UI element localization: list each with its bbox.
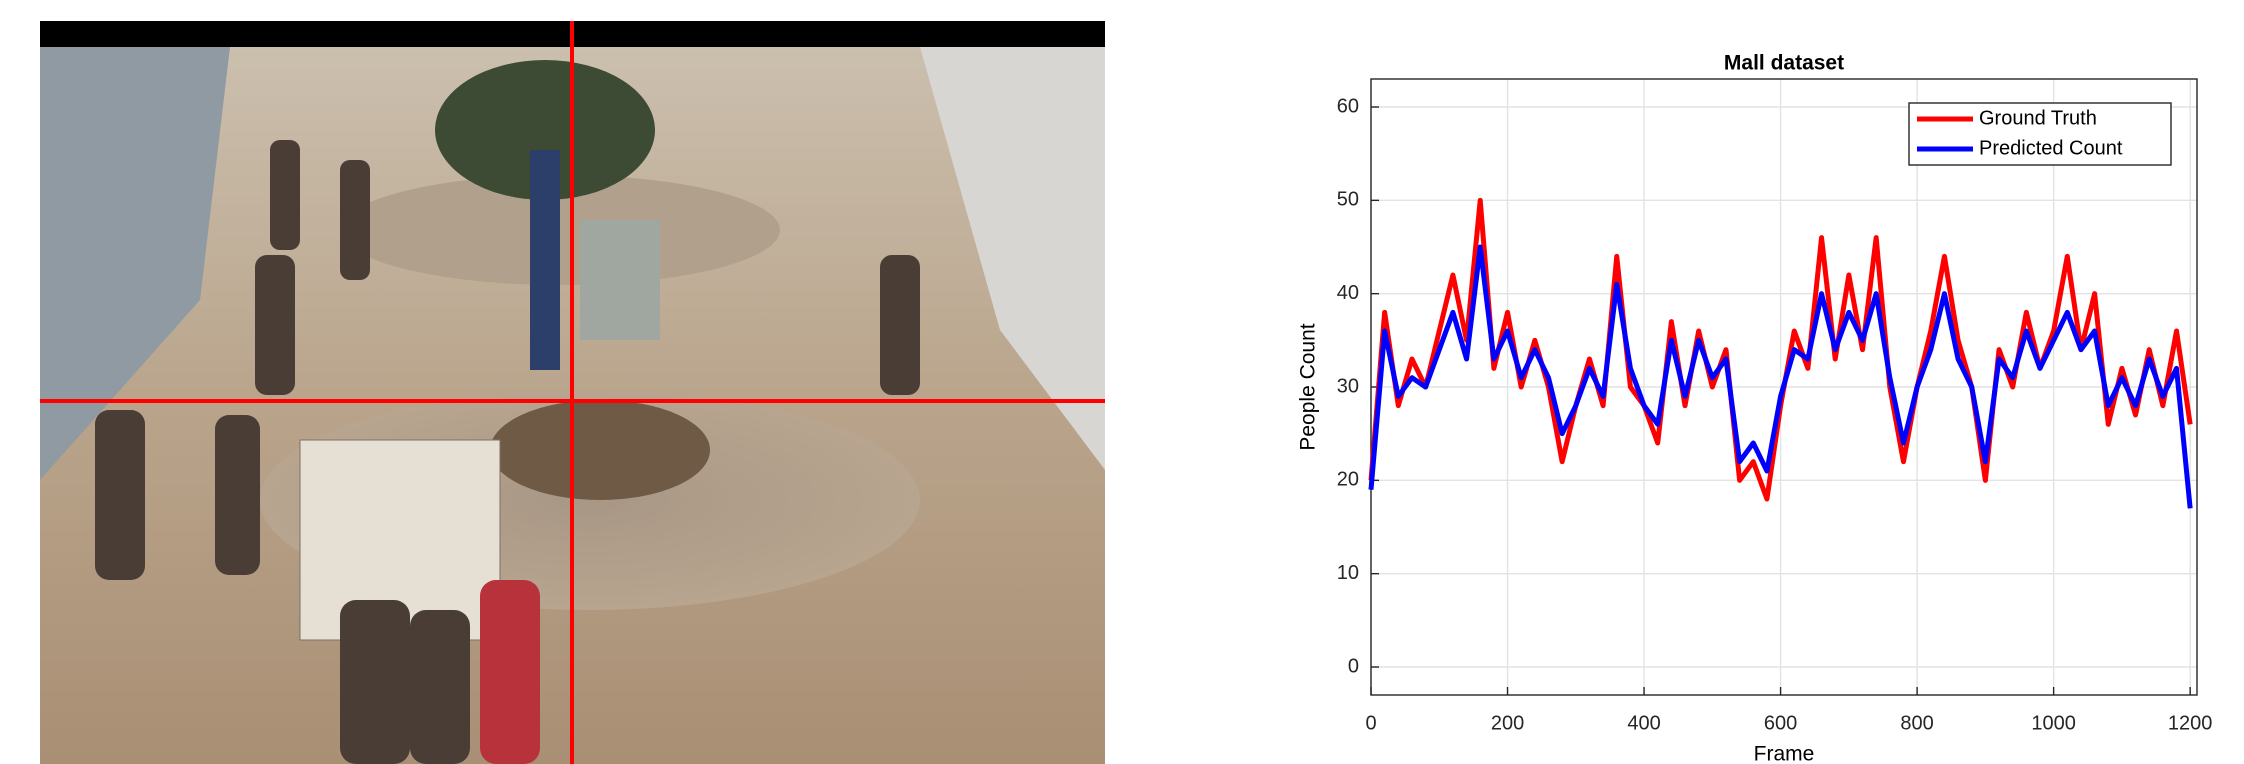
x-tick-label: 1000 [2031, 712, 2076, 734]
chart-title: Mall dataset [1724, 52, 1844, 75]
camera-frame [40, 21, 1105, 764]
palm-trunk [530, 150, 560, 370]
page: {"chart_data": {"type": "line", "title":… [0, 0, 2244, 764]
y-tick-label: 60 [1337, 95, 1359, 117]
y-tick-label: 20 [1337, 469, 1359, 491]
x-tick-label: 1200 [2168, 712, 2213, 734]
legend-label: Ground Truth [1979, 107, 2097, 129]
y-axis-label: People Count [1297, 323, 1320, 450]
legend-label: Predicted Count [1979, 137, 2123, 159]
y-tick-label: 40 [1337, 282, 1359, 304]
x-axis-label: Frame [1754, 743, 1815, 764]
x-tick-label: 0 [1365, 712, 1376, 734]
planter [490, 400, 710, 500]
x-tick-label: 400 [1627, 712, 1660, 734]
figure: Mall dataset Frame People Count 02004006… [0, 0, 2244, 764]
x-tick-label: 200 [1491, 712, 1524, 734]
y-tick-label: 0 [1348, 655, 1359, 677]
y-tick-label: 30 [1337, 375, 1359, 397]
y-tick-label: 10 [1337, 562, 1359, 584]
legend: Ground Truth Predicted Count [1909, 103, 2171, 165]
x-tick-label: 800 [1900, 712, 1933, 734]
y-tick-label: 50 [1337, 189, 1359, 211]
showcase [580, 220, 660, 340]
x-tick-label: 600 [1764, 712, 1797, 734]
